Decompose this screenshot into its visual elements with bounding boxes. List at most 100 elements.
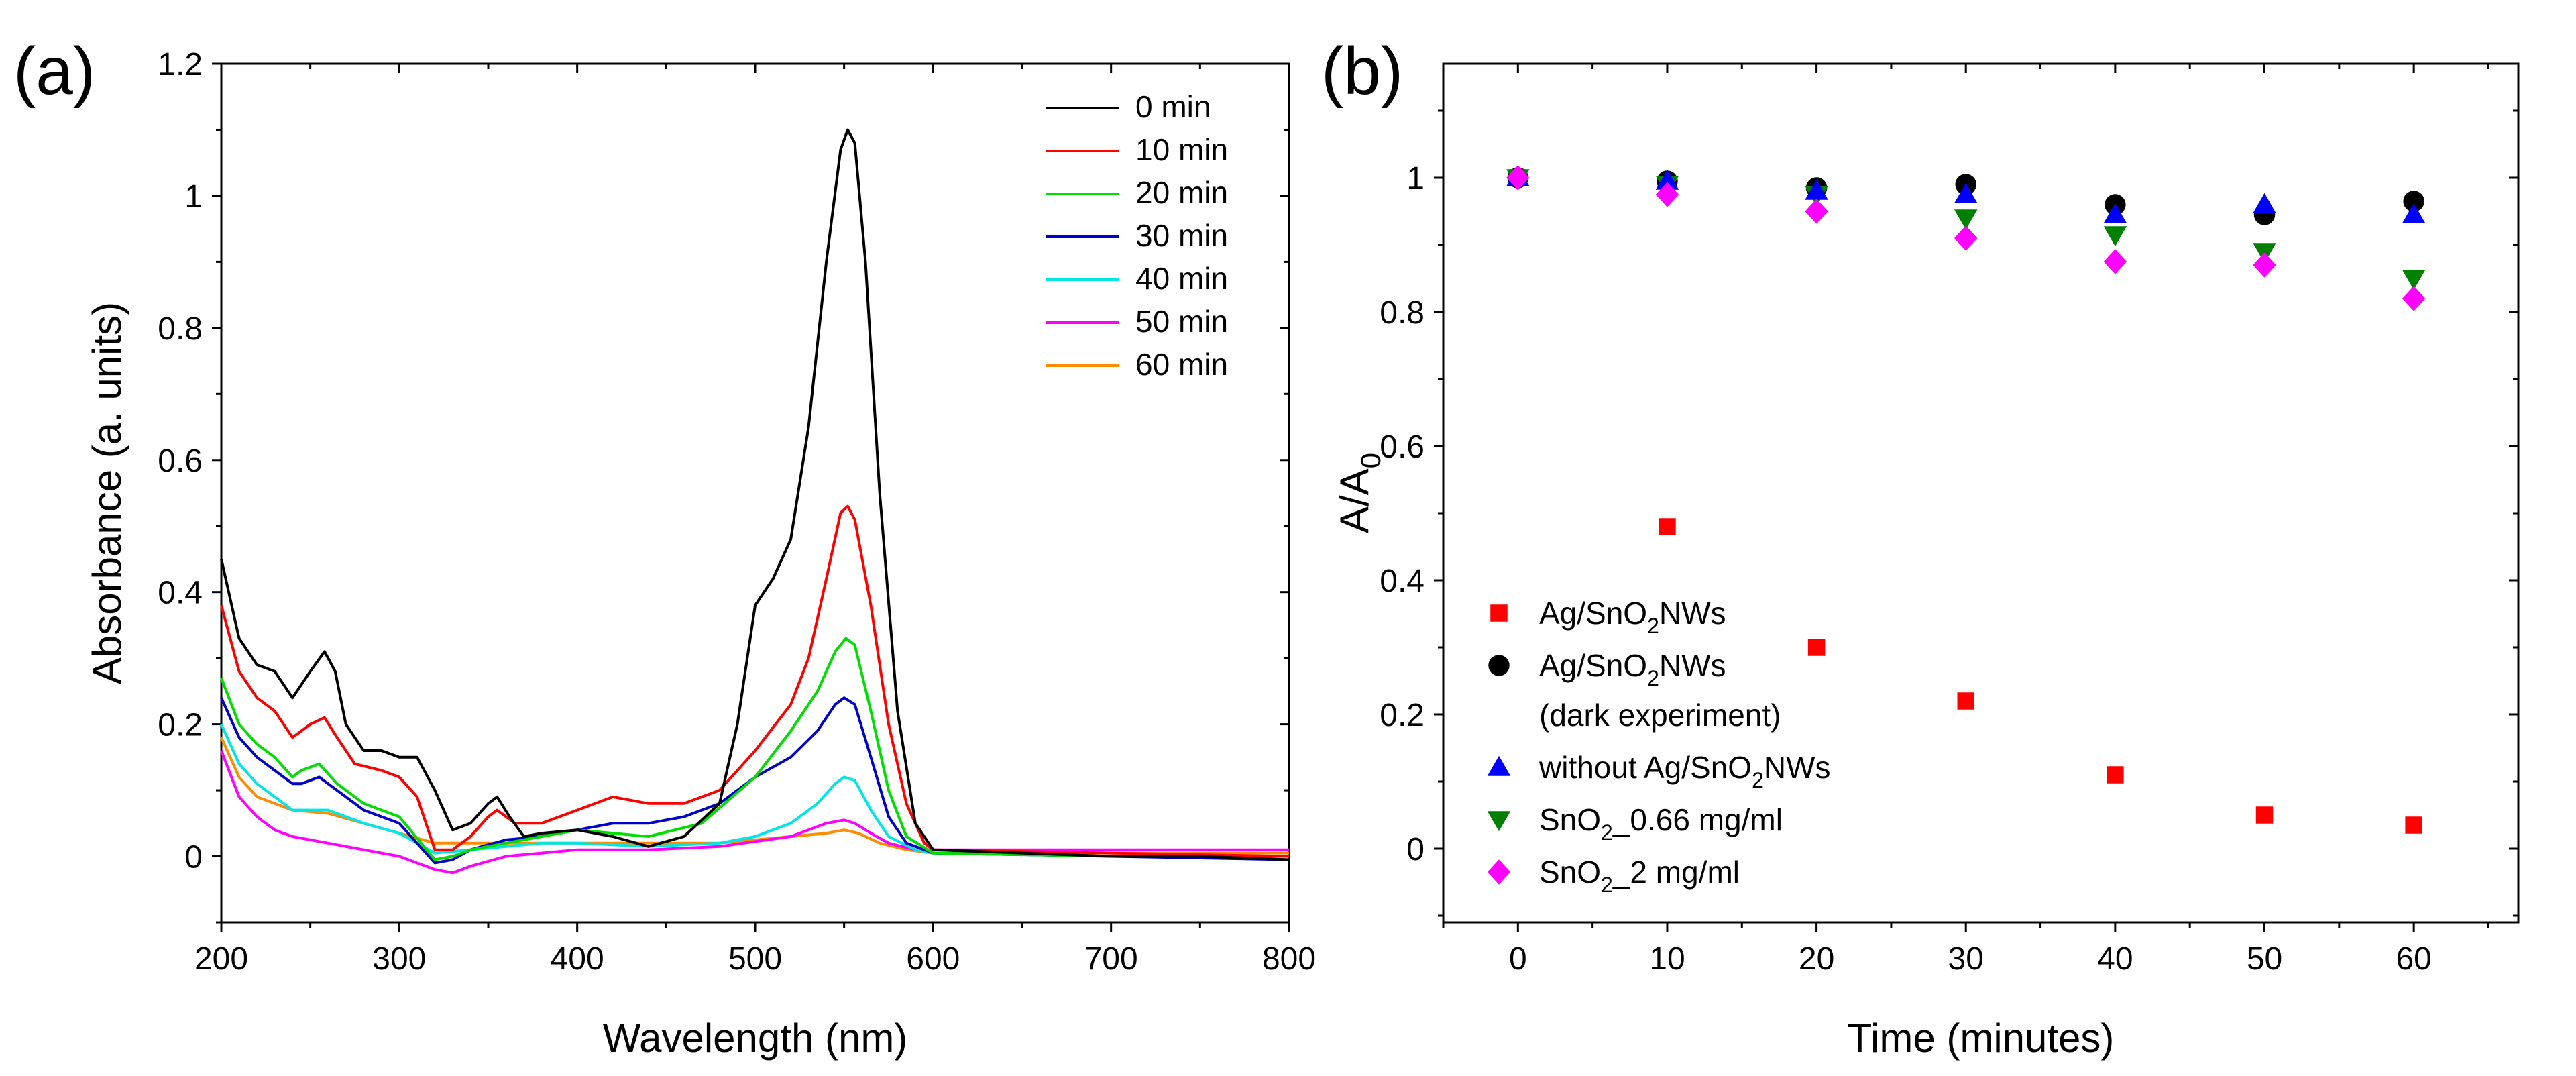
legend-label-part: SnO (1539, 802, 1601, 837)
scatter-points (1506, 165, 2426, 834)
x-tick-label: 700 (1084, 941, 1138, 977)
series-line-50-min (220, 750, 1289, 875)
legend-label: 20 min (1135, 175, 1228, 210)
legend-label-part: SnO (1539, 855, 1601, 890)
legend-label: SnO2_2 mg/ml (1539, 855, 1740, 897)
y-tick-label: 0.4 (1380, 563, 1424, 599)
y-tick-label: 0.2 (1380, 698, 1424, 733)
y-tick-label: 0.6 (1380, 429, 1424, 465)
x-tick-label: 200 (194, 941, 248, 977)
data-point-triangle-down (2402, 270, 2426, 290)
series-line-30-min (220, 696, 1290, 865)
y-tick-label: 0.6 (158, 443, 203, 479)
data-point-triangle-up (2253, 193, 2276, 213)
data-point-triangle-down (1954, 209, 1978, 230)
x-tick-label: 400 (551, 941, 604, 977)
y-tick-label: 0.8 (158, 311, 203, 347)
series-lines (220, 128, 1290, 875)
data-point-triangle-up (2402, 203, 2426, 223)
y-tick-label: 0.2 (158, 708, 203, 743)
y-axis-label-subscript: 0 (1355, 453, 1386, 468)
legend-label: 40 min (1135, 261, 1228, 296)
series-line-20-min (220, 637, 1289, 861)
data-point-circle (2403, 191, 2424, 212)
x-tick-label: 0 (1509, 941, 1527, 977)
legend-label-part: NWs (1659, 648, 1726, 683)
legend-marker-triangle-up (1487, 755, 1511, 776)
data-point-diamond (2253, 252, 2276, 278)
y-tick-label: 0 (184, 840, 203, 875)
x-tick-label: 20 (1799, 941, 1834, 977)
data-point-triangle-up (1954, 182, 1978, 203)
data-point-diamond (1655, 182, 1679, 207)
data-point-triangle-up (1655, 169, 1679, 190)
series-line-0-min (220, 128, 1290, 861)
legend-label: Ag/SnO2NWs (1539, 596, 1726, 638)
data-point-square (1807, 639, 1826, 656)
data-point-square (2405, 816, 2422, 834)
data-point-diamond (1805, 199, 1828, 224)
data-point-diamond (1954, 225, 1978, 251)
legend-label: 60 min (1135, 347, 1228, 382)
data-point-diamond (2103, 249, 2127, 274)
x-tick-label: 50 (2247, 941, 2282, 977)
legend-label: 0 min (1135, 89, 1211, 124)
legend-label-part: Ag/SnO (1539, 596, 1647, 631)
legend-label-part: _0.66 mg/ml (1612, 802, 1783, 837)
series-line-10-min (220, 504, 1290, 858)
plot-frame (220, 62, 1290, 924)
x-tick-label: 30 (1948, 941, 1984, 977)
data-point-square (1659, 518, 1676, 535)
legend-marker-triangle-down (1487, 811, 1511, 832)
panel-label: (a) (13, 34, 95, 109)
y-axis-label: Absorbance (a. units) (85, 302, 129, 684)
x-tick-label: 40 (2097, 941, 2133, 977)
y-tick-label: 0 (1406, 832, 1424, 867)
data-point-diamond (1506, 165, 1530, 191)
legend-label: SnO2_0.66 mg/ml (1539, 802, 1783, 845)
x-tick-label: 600 (906, 941, 960, 977)
legend: 0 min 10 min 20 min 30 min 40 min 50 min 60 mi… (1046, 89, 1228, 382)
x-tick-label: 60 (2396, 941, 2431, 977)
x-axis-label: Wavelength (nm) (603, 1016, 908, 1061)
y-tick-label: 0.4 (158, 576, 203, 611)
data-point-triangle-up (2103, 203, 2127, 223)
legend-label: 10 min (1135, 132, 1228, 167)
panel-label: (b) (1321, 34, 1403, 109)
legend-label-part: NWs (1659, 596, 1726, 631)
legend-label-part: Ag/SnO (1539, 648, 1647, 683)
legend-label: Ag/SnO2NWs (1539, 648, 1726, 690)
x-tick-label: 800 (1262, 941, 1316, 977)
y-tick-label: 1 (1406, 161, 1424, 197)
plot-frame (1442, 62, 2520, 924)
series-line-40-min (220, 723, 1289, 858)
panel-a: (a) 200 300 400 500 600 700 800 0 0.2 0.4 0.6 0.8 1 1.… (13, 34, 1316, 1061)
legend-label: without Ag/SnO2NWs (1538, 750, 1831, 792)
legend-label-subscript: 2 (1647, 614, 1659, 638)
legend-label-subscript: 2 (1601, 820, 1613, 845)
data-point-square (2255, 806, 2274, 824)
y-axis-label: A/A0 (1332, 453, 1386, 533)
x-tick-label: 10 (1649, 941, 1685, 977)
legend-label-part: NWs (1764, 750, 1831, 785)
data-point-triangle-down (2103, 226, 2127, 247)
x-axis-label: Time (minutes) (1848, 1016, 2115, 1061)
data-point-square (1957, 692, 1974, 710)
legend-label-line2: (dark experiment) (1539, 698, 1781, 733)
y-tick-label: 1 (184, 179, 203, 215)
legend-label: 30 min (1135, 218, 1228, 253)
data-point-square (2107, 766, 2124, 784)
legend-marker-diamond (1487, 859, 1511, 885)
legend-label-part: _2 mg/ml (1612, 855, 1740, 890)
y-tick-label: 0.8 (1380, 295, 1424, 331)
legend-label-subscript: 2 (1752, 768, 1764, 792)
y-tick-label: 1.2 (158, 47, 203, 83)
legend-label: 50 min (1135, 304, 1228, 339)
data-point-triangle-up (1805, 179, 1828, 200)
legend-label-subscript: 2 (1601, 873, 1613, 897)
y-axis-label-main: A/A (1332, 468, 1377, 533)
data-point-diamond (2402, 286, 2426, 311)
